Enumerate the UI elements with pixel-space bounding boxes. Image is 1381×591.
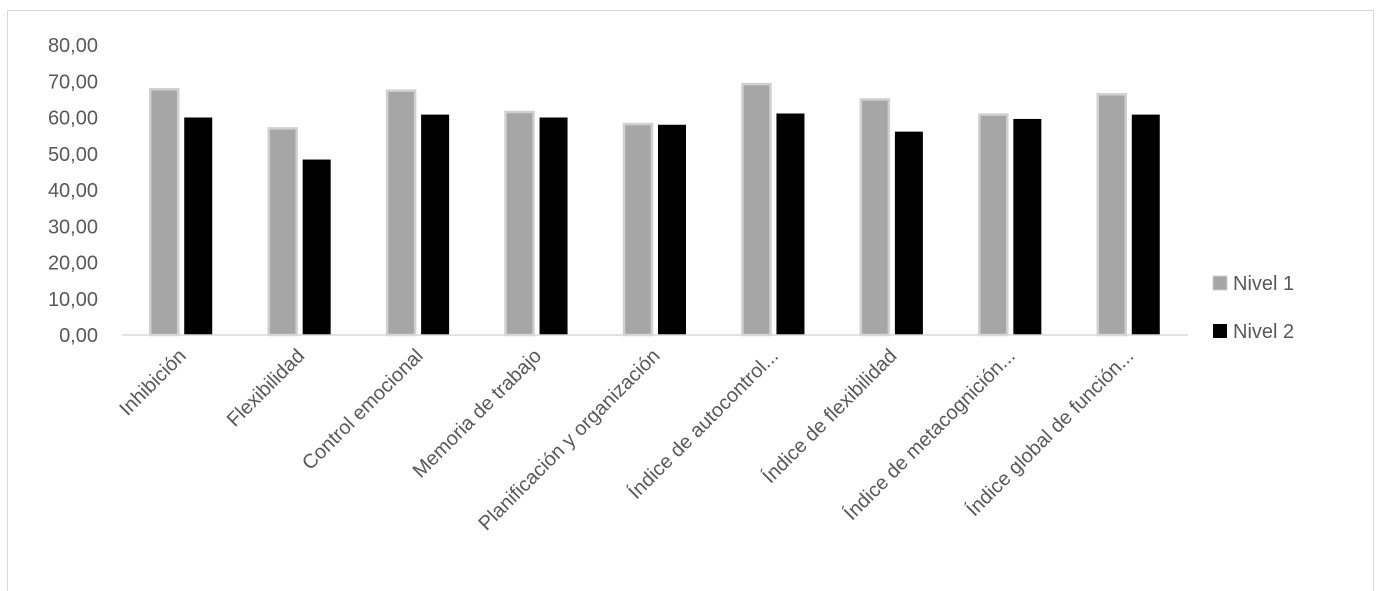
bar-nivel-1 — [385, 89, 417, 337]
bar-nivel-2 — [302, 159, 331, 335]
y-tick-label: 0,00 — [59, 325, 98, 347]
bar-nivel-2 — [184, 117, 213, 335]
x-tick-label: Índice de flexibilidad — [758, 344, 902, 488]
y-axis-ticks: 0,00 10,00 20,00 30,00 40,00 50,00 60,00 70,00 8… — [48, 35, 98, 347]
bar-nivel-1 — [741, 82, 772, 337]
y-tick-label: 20,00 — [48, 253, 98, 275]
x-tick-label: Flexibilidad — [223, 345, 309, 431]
y-tick-label: 40,00 — [48, 180, 98, 202]
y-tick-label: 60,00 — [48, 108, 98, 130]
y-tick-label: 10,00 — [48, 289, 98, 311]
bar-nivel-2 — [658, 124, 686, 335]
y-tick-label: 30,00 — [48, 216, 98, 238]
legend-label: Nivel 2 — [1233, 321, 1294, 343]
x-tick-label: Inhibición — [115, 345, 190, 420]
bar-nivel-2 — [1131, 114, 1160, 335]
bar-nivel-2 — [421, 114, 450, 335]
bar-nivel-1 — [622, 122, 654, 337]
y-tick-label: 70,00 — [48, 71, 98, 93]
legend-swatch — [1212, 275, 1228, 291]
x-tick-label: Memoria de trabajo — [409, 345, 546, 482]
bar-nivel-1 — [267, 127, 298, 337]
bar-nivel-2 — [1013, 118, 1042, 335]
legend-label: Nivel 1 — [1233, 273, 1294, 295]
x-tick-label: Control emocional — [298, 345, 428, 475]
legend-swatch — [1213, 324, 1227, 338]
bar-nivel-2 — [539, 117, 568, 335]
y-tick-label: 50,00 — [48, 144, 98, 166]
bars — [148, 82, 1160, 337]
legend: Nivel 1 Nivel 2 — [1212, 273, 1294, 343]
y-tick-label: 80,00 — [48, 35, 98, 57]
bar-nivel-2 — [776, 113, 805, 335]
bar-nivel-1 — [978, 113, 1009, 337]
bar-nivel-1 — [504, 110, 535, 337]
bar-nivel-1 — [148, 87, 180, 337]
bar-nivel-1 — [859, 98, 891, 337]
bar-nivel-1 — [1096, 93, 1128, 337]
bar-nivel-2 — [894, 131, 923, 335]
